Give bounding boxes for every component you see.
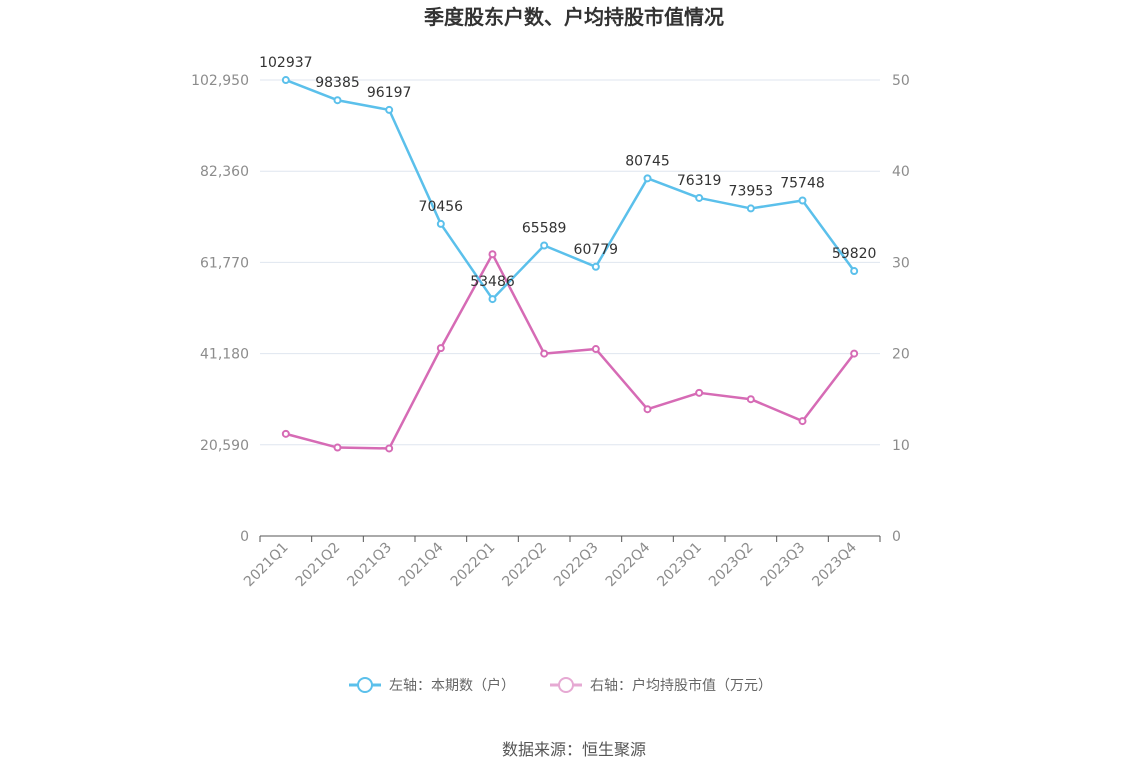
x-tick-label: 2021Q3 <box>344 540 395 591</box>
data-point[interactable] <box>436 219 445 228</box>
data-point[interactable] <box>540 241 549 250</box>
legend-marker-right-icon <box>558 677 574 693</box>
data-point[interactable] <box>798 417 807 426</box>
data-point[interactable] <box>333 443 342 452</box>
left-tick-label: 61,770 <box>200 255 249 271</box>
data-point[interactable] <box>385 105 394 114</box>
left-tick-label: 20,590 <box>200 438 249 454</box>
data-point[interactable] <box>333 96 342 105</box>
right-tick-label: 10 <box>892 438 910 454</box>
legend-item-left-series[interactable]: 左轴：本期数（户） <box>349 677 515 694</box>
legend[interactable]: 左轴：本期数（户） 右轴：户均持股市值（万元） <box>349 677 772 694</box>
data-point[interactable] <box>695 193 704 202</box>
data-point[interactable] <box>281 429 290 438</box>
data-point[interactable] <box>746 204 755 213</box>
left-tick-label: 41,180 <box>200 347 249 363</box>
data-point[interactable] <box>385 444 394 453</box>
left-tick-label: 0 <box>240 529 249 545</box>
data-label: 96197 <box>367 85 412 101</box>
x-axis-ticks: 2021Q1 2021Q2 2021Q3 2021Q4 2022Q1 2022Q2 2022… <box>241 536 881 591</box>
data-label: 75748 <box>780 175 825 191</box>
data-point[interactable] <box>850 349 859 358</box>
left-axis-ticks: 0 20,590 41,180 61,770 82,360 102,950 <box>191 73 249 545</box>
data-point[interactable] <box>436 344 445 353</box>
x-tick-label: 2021Q4 <box>396 539 447 590</box>
data-point[interactable] <box>746 395 755 404</box>
series-line-right <box>285 252 856 450</box>
x-tick-label: 2021Q1 <box>241 540 292 591</box>
data-point[interactable] <box>488 250 497 259</box>
data-point[interactable] <box>798 196 807 205</box>
left-tick-label: 82,360 <box>200 164 249 180</box>
x-tick-label: 2023Q1 <box>654 540 705 591</box>
series-line-left <box>285 78 856 301</box>
data-label: 65589 <box>522 220 567 236</box>
data-point[interactable] <box>643 174 652 183</box>
data-point[interactable] <box>488 295 497 304</box>
series-layer <box>281 76 859 453</box>
data-label: 60779 <box>574 242 619 258</box>
x-tick-label: 2022Q2 <box>499 540 550 591</box>
x-tick-label: 2023Q3 <box>758 540 809 591</box>
x-tick-label: 2022Q1 <box>448 540 499 591</box>
legend-marker-left-icon <box>357 677 373 693</box>
x-tick-label: 2023Q2 <box>706 540 757 591</box>
x-tick-label: 2022Q3 <box>551 540 602 591</box>
data-label: 70456 <box>419 199 464 215</box>
data-label: 80745 <box>625 153 670 169</box>
data-point[interactable] <box>591 262 600 271</box>
data-label: 102937 <box>259 55 312 71</box>
grid-layer <box>260 79 880 446</box>
data-point[interactable] <box>850 267 859 276</box>
legend-label-left: 左轴：本期数（户） <box>389 677 515 694</box>
data-label: 53486 <box>470 274 515 290</box>
x-tick-label: 2022Q4 <box>603 539 654 590</box>
x-tick-label: 2023Q4 <box>809 539 860 590</box>
right-tick-label: 20 <box>892 347 910 363</box>
right-tick-label: 50 <box>892 73 910 89</box>
data-label: 98385 <box>315 75 360 91</box>
data-label: 59820 <box>832 246 877 262</box>
data-point[interactable] <box>643 405 652 414</box>
data-point[interactable] <box>591 345 600 354</box>
right-axis-ticks: 0 10 20 30 40 50 <box>892 73 910 545</box>
chart-title: 季度股东户数、户均持股市值情况 <box>423 5 724 29</box>
right-tick-label: 0 <box>892 529 901 545</box>
left-tick-label: 102,950 <box>191 73 249 89</box>
data-point[interactable] <box>695 388 704 397</box>
legend-item-right-series[interactable]: 右轴：户均持股市值（万元） <box>550 677 772 694</box>
right-tick-label: 30 <box>892 255 910 271</box>
data-point[interactable] <box>281 76 290 85</box>
data-label: 73953 <box>729 183 774 199</box>
data-point[interactable] <box>540 349 549 358</box>
x-tick-label: 2021Q2 <box>293 540 344 591</box>
right-tick-label: 40 <box>892 164 910 180</box>
data-label: 76319 <box>677 173 722 189</box>
source-note: 数据来源：恒生聚源 <box>502 740 646 759</box>
legend-label-right: 右轴：户均持股市值（万元） <box>590 677 772 694</box>
